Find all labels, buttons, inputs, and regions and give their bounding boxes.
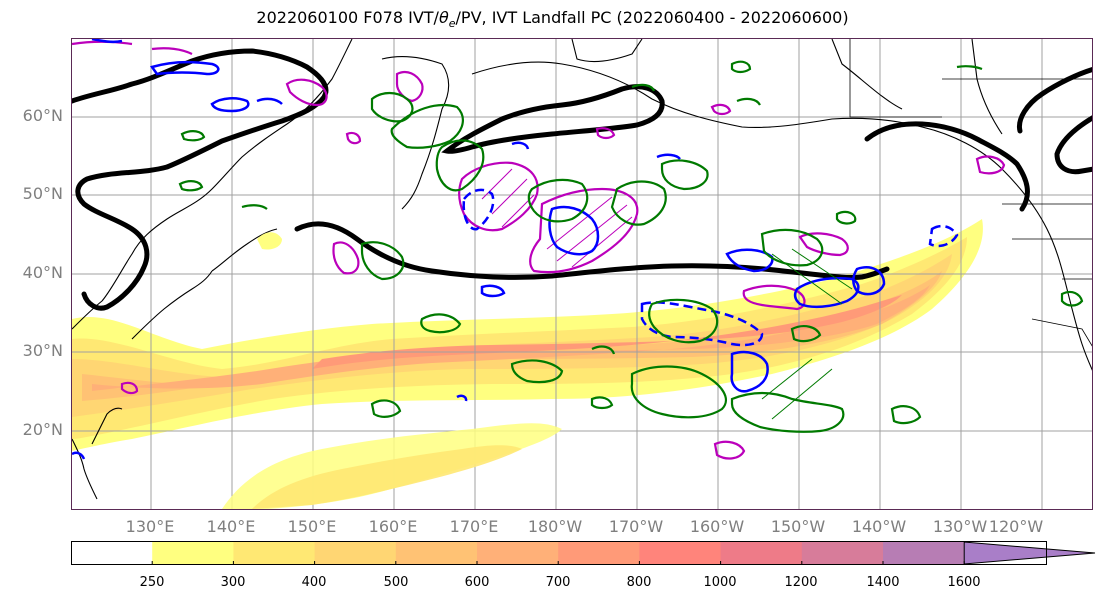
ivt-band-300 xyxy=(72,237,967,439)
colorbar-tick-700: 700 xyxy=(545,575,571,590)
colorbar-segment xyxy=(883,542,965,564)
map-canvas xyxy=(72,39,1092,509)
colorbar-tick-1000: 1000 xyxy=(703,575,737,590)
colorbar-segment xyxy=(477,542,559,564)
lon-label-160w: 160°W xyxy=(689,517,745,536)
colorbar-segment xyxy=(720,542,803,564)
colorbar-extension xyxy=(963,541,1096,565)
ivt-shading xyxy=(72,219,983,451)
pv-positive-contours xyxy=(72,40,1006,460)
lon-label-140e: 140°E xyxy=(206,517,256,536)
colorbar-tick-500: 500 xyxy=(383,575,409,590)
colorbar-segment xyxy=(639,542,722,564)
colorbar-segment xyxy=(558,542,640,564)
lon-label-140w: 140°W xyxy=(851,517,907,536)
lon-label-120w: 120°W xyxy=(988,517,1044,536)
colorbar-segment xyxy=(152,542,234,564)
colorbar-tick-1400: 1400 xyxy=(866,575,900,590)
lon-label-170e: 170°E xyxy=(449,517,499,536)
lat-label-60: 60°N xyxy=(22,106,63,125)
colorbar-segment xyxy=(314,542,397,564)
lon-label-150w: 150°W xyxy=(770,517,826,536)
green-contours xyxy=(178,60,1084,433)
title-prefix: 2022060100 F078 IVT/ xyxy=(256,8,439,27)
colorbar-segment xyxy=(71,542,153,564)
colorbar-outline xyxy=(71,541,1047,565)
title-theta-sub: e xyxy=(448,17,456,31)
figure-title: 2022060100 F078 IVT/θe/PV, IVT Landfall … xyxy=(0,8,1105,30)
coastlines xyxy=(72,39,1092,500)
colorbar-tick-250: 250 xyxy=(139,575,165,590)
colorbar-tick-400: 400 xyxy=(301,575,327,590)
colorbar-tick-600: 600 xyxy=(464,575,490,590)
colorbar-segment xyxy=(233,542,316,564)
map-panel xyxy=(71,38,1093,510)
lat-label-50: 50°N xyxy=(22,184,63,203)
title-suffix: /PV, IVT Landfall PC (2022060400 - 20220… xyxy=(455,8,849,27)
colorbar-tick-1200: 1200 xyxy=(784,575,818,590)
lat-label-30: 30°N xyxy=(22,341,63,360)
lon-label-160e: 160°E xyxy=(368,517,418,536)
lon-label-150e: 150°E xyxy=(287,517,337,536)
borders xyxy=(849,39,1092,347)
colorbar-tick-800: 800 xyxy=(626,575,652,590)
lon-label-130e: 130°E xyxy=(125,517,175,536)
ivt-band-700 xyxy=(312,295,902,369)
ivt-colorbar xyxy=(71,541,1096,565)
colorbar-segments xyxy=(71,541,1096,565)
ivt-blob-japan xyxy=(257,232,282,250)
ivt-south-band-inner xyxy=(252,445,522,509)
colorbar-tick-300: 300 xyxy=(220,575,246,590)
title-theta: θ xyxy=(438,8,449,27)
lon-label-130w: 130°W xyxy=(932,517,988,536)
colorbar-tick-1600: 1600 xyxy=(947,575,981,590)
colorbar-segment xyxy=(801,542,884,564)
lat-label-20: 20°N xyxy=(22,420,63,439)
lat-label-40: 40°N xyxy=(22,263,63,282)
lon-label-170w: 170°W xyxy=(608,517,664,536)
colorbar-segment xyxy=(395,542,478,564)
lon-label-180w: 180°W xyxy=(527,517,583,536)
ivt-band-600 xyxy=(92,285,930,391)
